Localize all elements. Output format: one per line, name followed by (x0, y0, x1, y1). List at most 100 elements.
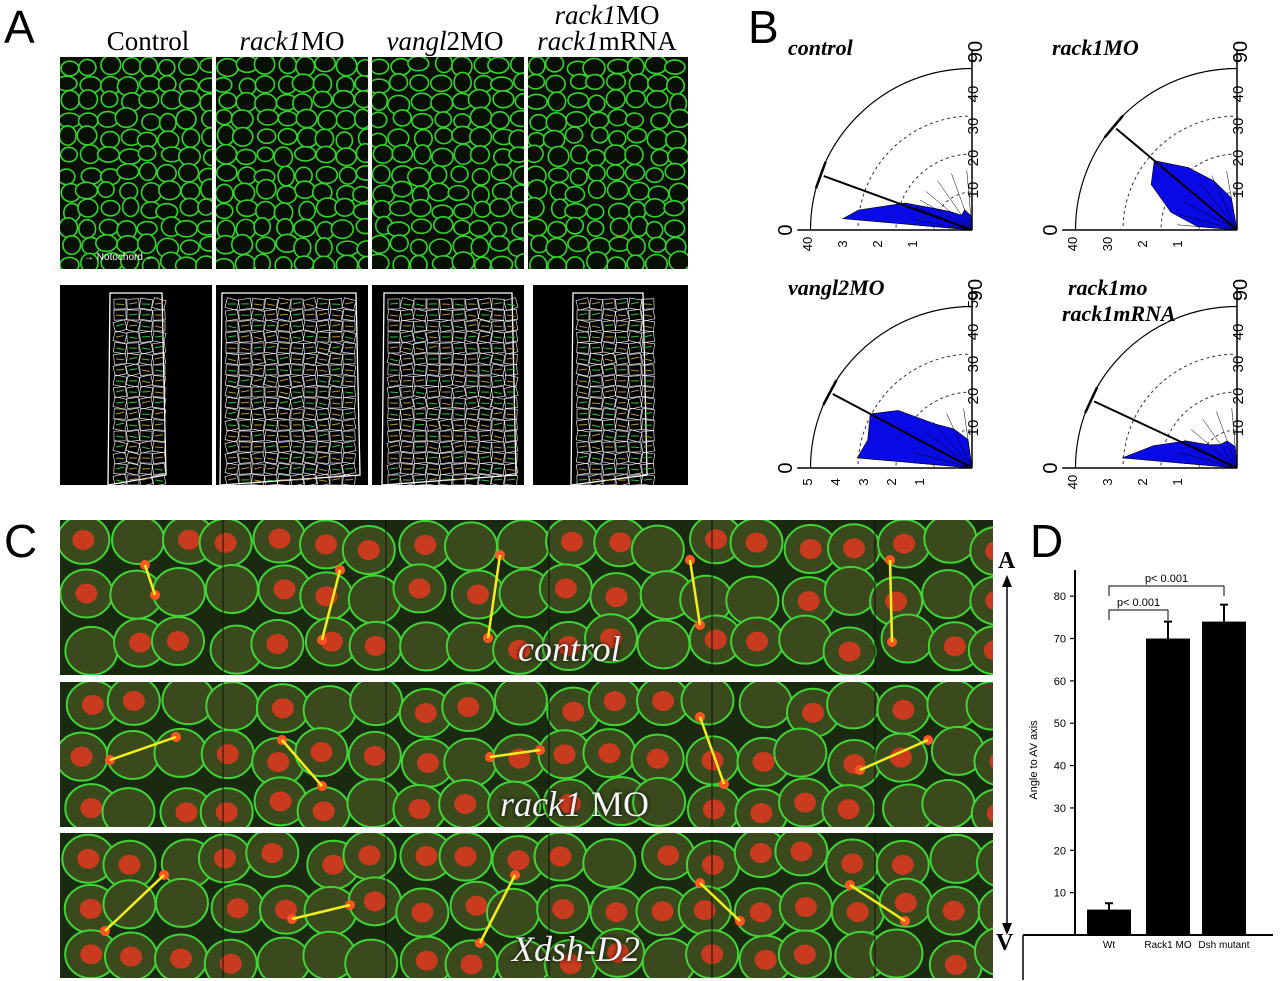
rose-outer-arc (809, 305, 973, 469)
cell-nucleus (750, 803, 773, 824)
cell-nucleus (605, 587, 628, 608)
traced-cell (250, 451, 266, 465)
traced-cell (478, 430, 492, 442)
bar (1146, 638, 1190, 935)
traced-cell (412, 385, 428, 399)
cell-outline (666, 146, 688, 166)
cell-membrane (105, 729, 160, 780)
cell-nucleus (893, 533, 916, 554)
cell-axis-line (331, 314, 341, 317)
traced-cell (452, 418, 466, 432)
rose-base-tick: 5 (800, 478, 815, 485)
cell-axis-line (389, 423, 399, 426)
cell-axis-line (454, 303, 464, 306)
traced-cell (465, 452, 479, 464)
traced-cell (439, 342, 453, 354)
cell-axis-line (467, 435, 477, 439)
traced-cell (601, 451, 617, 465)
traced-cell (387, 320, 401, 332)
cell-axis-line (279, 401, 289, 404)
traced-cell (250, 308, 266, 322)
cell-axis-line (240, 401, 250, 404)
traced-cell (225, 352, 239, 366)
traced-cell (640, 385, 656, 399)
traced-cell (478, 408, 492, 420)
traced-cell (413, 452, 427, 464)
rose-wedge-divider (925, 191, 973, 231)
cell-outline (235, 148, 257, 166)
traced-cell (615, 297, 629, 311)
cell-membrane (102, 879, 157, 930)
cell-axis-line (318, 479, 328, 482)
traced-cell (224, 451, 240, 465)
cell-axis-line (240, 335, 250, 338)
cell-membrane (869, 928, 924, 978)
rose-base-tick: 40 (800, 237, 815, 251)
rose-wedge-divider (1177, 462, 1238, 469)
cell-axis-line (141, 400, 151, 404)
cell-axis-line (467, 467, 477, 470)
cell-outline (141, 256, 161, 269)
rose-wedge-divider (951, 173, 973, 231)
cell-axis-line (578, 412, 588, 415)
cell-outline (237, 166, 258, 186)
cell-outline (255, 178, 277, 200)
traced-cell (615, 320, 629, 332)
cell-axis-line (154, 379, 164, 382)
traced-cell (576, 408, 590, 420)
traced-cell (478, 440, 492, 454)
traced-cell (250, 396, 266, 410)
traced-cell (250, 352, 266, 366)
rose-label-0: 0 (1040, 462, 1062, 473)
rose-wedge-divider (919, 199, 973, 231)
traced-cell (237, 297, 253, 311)
cell-outline (202, 148, 212, 167)
traced-cell (315, 418, 331, 432)
cell-outline (606, 256, 627, 269)
cell-outline (469, 126, 493, 148)
traced-cell (504, 430, 518, 442)
cell-nucleus (704, 629, 727, 650)
cell-axis-line (617, 314, 627, 317)
cell-nucleus (411, 902, 434, 923)
cell-nucleus (600, 628, 623, 649)
cell-outline (353, 108, 368, 130)
cell-axis-line (279, 336, 289, 340)
rose-radial-tick: 30 (965, 118, 982, 135)
traced-cell (112, 330, 128, 344)
traced-cell (439, 397, 453, 409)
traced-cell (126, 397, 140, 409)
traced-cell (264, 309, 278, 321)
traced-cell (640, 473, 656, 485)
cell-axis-line (318, 424, 328, 427)
cell-outline (664, 162, 686, 181)
spindle-axis-line (143, 564, 157, 596)
cell-axis-line (331, 468, 341, 471)
cell-nucleus (266, 634, 289, 655)
cell-nucleus (414, 534, 437, 555)
cell-axis-line (467, 477, 477, 481)
cell-outline (216, 108, 233, 126)
cell-axis-line (227, 380, 237, 383)
cell-outline (388, 200, 413, 217)
cell-axis-line (331, 444, 341, 448)
cell-axis-line (279, 347, 289, 350)
cell-outline (626, 57, 645, 77)
cell-membrane (445, 621, 500, 672)
traced-cell (588, 451, 604, 465)
cell-axis-line (643, 389, 653, 393)
traced-cell (315, 396, 331, 410)
cell-axis-line (331, 357, 341, 360)
traced-cell (400, 463, 414, 475)
cell-nucleus (562, 701, 585, 722)
traced-cell (342, 451, 356, 465)
cell-axis-line (415, 457, 425, 460)
traced-cell (628, 308, 642, 322)
traced-cell (276, 451, 292, 465)
traced-cell (614, 473, 630, 485)
cell-axis-line (141, 467, 151, 470)
traced-cell (342, 474, 356, 485)
cell-outline (528, 57, 546, 76)
cell-axis-line (415, 347, 425, 351)
cell-membrane (399, 621, 454, 672)
